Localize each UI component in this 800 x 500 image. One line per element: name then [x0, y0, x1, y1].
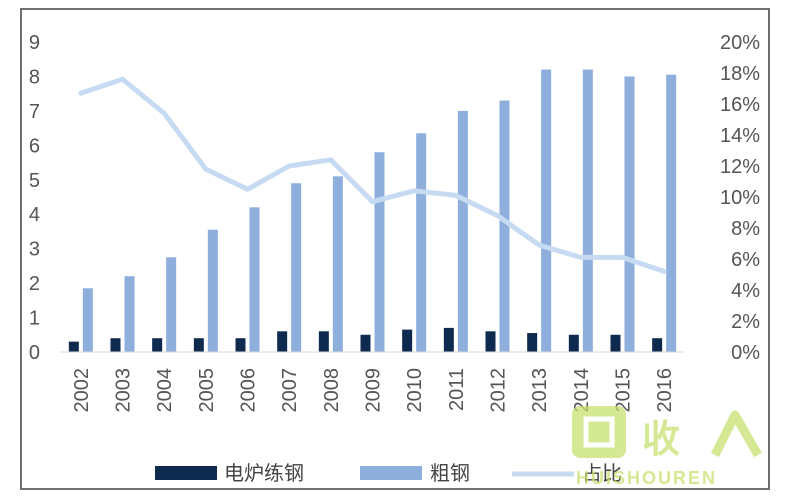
right-tick-label: 0% — [731, 342, 760, 364]
bar-electric-steel — [652, 338, 663, 352]
legend-label-crude: 粗钢 — [430, 462, 470, 485]
x-tick-label: 2009 — [363, 368, 385, 413]
left-tick-label: 7 — [29, 101, 40, 123]
x-tick-label: 2013 — [529, 368, 551, 413]
ratio-line — [78, 76, 667, 274]
x-axis: 2002 2003 2004 2005 2006 2007 2008 2009 2010 2011… — [60, 351, 685, 413]
left-tick-label: 6 — [29, 135, 40, 157]
bar-crude-steel — [457, 110, 468, 352]
bar-crude-steel — [499, 100, 510, 352]
x-tick-label: 2011 — [446, 368, 468, 411]
bar-crude-steel — [291, 183, 302, 352]
bar-crude-steel — [624, 76, 635, 352]
bar-electric-steel — [235, 338, 246, 352]
x-tick-label: 2015 — [613, 368, 635, 413]
legend-label-electric: 电炉练钢 — [224, 462, 304, 485]
right-tick-label: 20% — [720, 32, 760, 54]
legend-label-ratio: 占比 — [582, 462, 622, 485]
bar-electric-steel — [527, 333, 538, 352]
left-tick-label: 8 — [29, 66, 40, 88]
x-tick-label: 2007 — [279, 368, 301, 413]
x-tick-label: 2010 — [404, 368, 426, 413]
bar-crude-steel — [332, 176, 343, 352]
bar-crude-steel — [582, 69, 593, 353]
right-tick-label: 8% — [731, 218, 760, 240]
left-tick-label: 1 — [29, 308, 40, 330]
right-tick-label: 4% — [731, 280, 760, 302]
left-axis: 0 1 2 3 4 5 6 7 8 9 — [29, 32, 40, 364]
x-tick-label: 2005 — [196, 368, 218, 413]
bar-crude-steel — [82, 288, 93, 352]
right-tick-label: 2% — [731, 311, 760, 333]
right-tick-label: 14% — [720, 125, 760, 147]
line-series — [78, 76, 667, 274]
x-tick-label: 2008 — [321, 368, 343, 413]
x-tick-label: 2003 — [113, 368, 135, 413]
legend-swatch-crude — [360, 466, 422, 480]
bar-electric-steel — [110, 338, 121, 352]
right-axis: 0% 2% 4% 6% 8% 10% 12% 14% 16% 18% 20% — [720, 32, 760, 364]
bar-electric-steel — [68, 341, 79, 352]
bar-crude-steel — [416, 133, 427, 352]
x-tick-label: 2012 — [488, 368, 510, 413]
bar-crude-steel — [541, 69, 552, 353]
x-tick-label: 2014 — [571, 368, 593, 413]
right-tick-label: 6% — [731, 249, 760, 271]
bar-electric-steel — [485, 331, 496, 352]
left-tick-label: 4 — [29, 204, 40, 226]
watermark-logo: 收 HUISHOUREN — [572, 406, 762, 488]
bar-crude-steel — [166, 257, 177, 352]
svg-text:收: 收 — [642, 419, 680, 461]
left-tick-label: 3 — [29, 239, 40, 261]
chart-frame — [20, 8, 770, 490]
left-tick-label: 9 — [29, 32, 40, 54]
bar-crude-steel — [249, 207, 260, 352]
legend-swatch-electric — [155, 466, 217, 480]
bar-electric-steel — [402, 329, 413, 352]
bar-crude-steel — [374, 152, 385, 352]
svg-text:HUISHOUREN: HUISHOUREN — [576, 468, 717, 488]
bar-crude-steel — [666, 74, 677, 352]
bar-electric-steel — [568, 334, 579, 352]
x-tick-label: 2006 — [238, 368, 260, 413]
legend: 电炉练钢 粗钢 占比 — [155, 462, 622, 485]
x-tick-label: 2004 — [154, 368, 176, 413]
right-tick-label: 16% — [720, 94, 760, 116]
left-tick-label: 5 — [29, 170, 40, 192]
bar-electric-steel — [318, 331, 329, 352]
right-tick-label: 10% — [720, 187, 760, 209]
left-tick-label: 0 — [29, 342, 40, 364]
bar-electric-steel — [193, 338, 204, 352]
right-tick-label: 12% — [720, 156, 760, 178]
left-tick-label: 2 — [29, 273, 40, 295]
right-tick-label: 18% — [720, 63, 760, 85]
x-tick-label: 2002 — [71, 368, 93, 413]
bar-electric-steel — [443, 327, 454, 352]
bar-series — [68, 69, 677, 353]
bar-electric-steel — [610, 334, 621, 352]
bar-crude-steel — [124, 276, 135, 352]
x-tick-label: 2016 — [654, 368, 676, 413]
bar-electric-steel — [360, 334, 371, 352]
bar-electric-steel — [152, 338, 163, 352]
bar-electric-steel — [277, 331, 288, 352]
bar-crude-steel — [207, 229, 218, 352]
